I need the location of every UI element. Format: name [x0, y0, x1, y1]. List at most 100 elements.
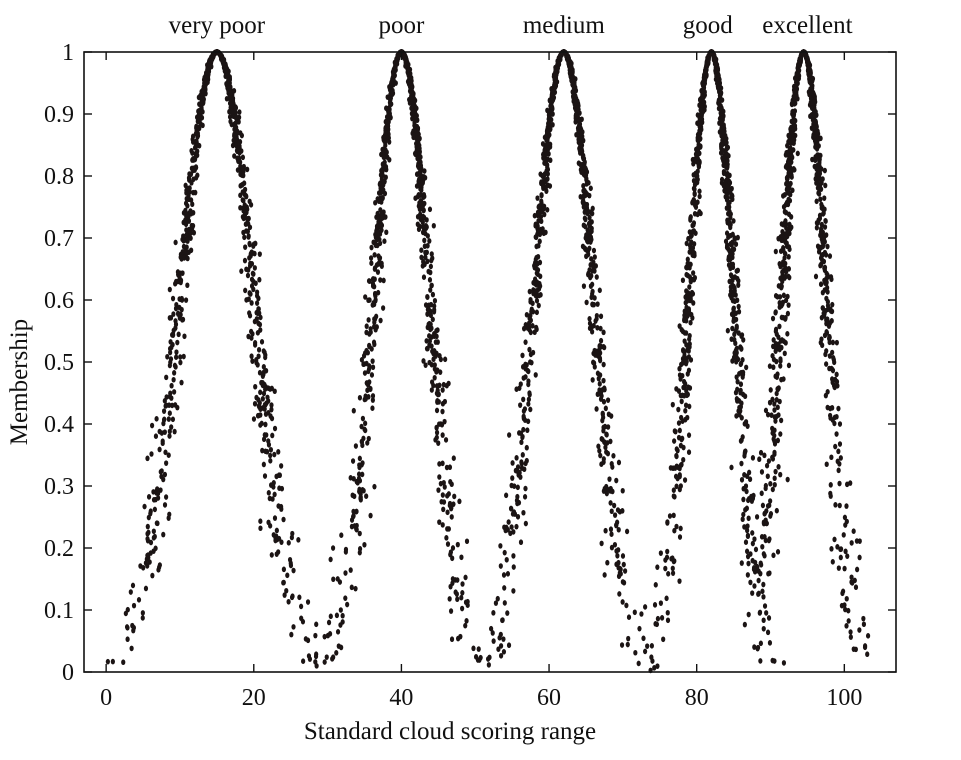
scatter-point [260, 396, 265, 402]
scatter-point [685, 414, 690, 421]
scatter-point [177, 296, 182, 302]
scatter-point [161, 531, 166, 538]
scatter-point [603, 405, 608, 412]
scatter-point [515, 500, 520, 507]
scatter-point [256, 295, 261, 302]
scatter-point [373, 297, 378, 303]
scatter-point [742, 472, 747, 478]
scatter-point [145, 536, 150, 542]
scatter-point [671, 493, 676, 499]
scatter-point [785, 476, 790, 483]
scatter-point [823, 218, 828, 224]
scatter-point [147, 559, 152, 565]
scatter-point [610, 464, 615, 470]
scatter-point [807, 65, 812, 71]
scatter-point [750, 455, 756, 461]
scatter-point [681, 444, 686, 451]
scatter-point [594, 406, 599, 412]
scatter-point [641, 635, 646, 642]
scatter-point [257, 251, 262, 257]
scatter-point [272, 491, 277, 498]
scatter-point [449, 636, 455, 643]
scatter-point [830, 376, 835, 382]
scatter-point [818, 339, 823, 346]
scatter-point [178, 254, 183, 260]
scatter-point [553, 71, 558, 78]
scatter-point [511, 553, 516, 559]
scatter-point [452, 493, 457, 500]
scatter-point [185, 282, 190, 289]
scatter-point [125, 636, 130, 643]
scatter-point [448, 583, 453, 590]
scatter-point [380, 146, 385, 153]
scatter-point [746, 611, 751, 618]
scatter-point [770, 315, 776, 322]
scatter-point [761, 594, 766, 600]
scatter-point [773, 468, 778, 475]
scatter-point [857, 627, 862, 633]
scatter-point [381, 164, 387, 171]
scatter-point [258, 525, 263, 532]
scatter-point [798, 56, 803, 63]
scatter-point [701, 81, 707, 87]
scatter-point [625, 641, 630, 648]
scatter-point [685, 313, 690, 320]
scatter-point [785, 331, 790, 337]
scatter-point [514, 455, 519, 461]
scatter-point [285, 572, 290, 579]
scatter-point [510, 475, 515, 481]
scatter-point [274, 473, 279, 480]
scatter-point [237, 109, 242, 115]
scatter-point [829, 546, 834, 552]
scatter-point [257, 276, 262, 283]
scatter-point [844, 623, 849, 629]
scatter-point [289, 534, 294, 541]
scatter-point [180, 317, 185, 323]
scatter-point [256, 346, 262, 353]
scatter-point [686, 449, 692, 456]
scatter-point [544, 184, 549, 190]
scatter-point [620, 487, 625, 494]
scatter-point [590, 205, 595, 212]
scatter-point [590, 210, 595, 217]
scatter-point [509, 482, 514, 489]
scatter-point [787, 133, 792, 140]
scatter-point [222, 60, 227, 66]
scatter-point [501, 636, 506, 642]
scatter-point [822, 249, 828, 256]
scatter-point [783, 316, 788, 322]
scatter-point [244, 193, 249, 200]
scatter-point [451, 455, 456, 461]
scatter-point [852, 577, 857, 584]
scatter-point [287, 556, 293, 563]
scatter-point [812, 129, 817, 135]
scatter-point [421, 173, 426, 180]
scatter-point [324, 654, 329, 660]
scatter-point [264, 448, 270, 455]
scatter-point [578, 135, 583, 142]
scatter-point [739, 476, 745, 483]
scatter-point [601, 361, 606, 368]
scatter-point [175, 404, 180, 411]
scatter-point [518, 539, 524, 546]
scatter-point [730, 239, 735, 246]
scatter-point [453, 589, 458, 596]
scatter-point [533, 256, 538, 263]
scatter-point [188, 230, 193, 236]
scatter-point [415, 130, 420, 136]
scatter-point [166, 515, 171, 521]
scatter-point [537, 292, 542, 299]
scatter-point [495, 595, 500, 602]
scatter-point [837, 480, 842, 487]
scatter-point [526, 418, 531, 425]
scatter-point [743, 419, 749, 425]
scatter-point [695, 155, 700, 161]
scatter-point [772, 438, 777, 444]
scatter-point [384, 118, 390, 125]
scatter-point [170, 295, 176, 302]
scatter-point [351, 407, 356, 414]
scatter-point [697, 102, 702, 109]
scatter-point [684, 341, 689, 348]
scatter-point [393, 80, 398, 86]
scatter-point [233, 113, 239, 120]
